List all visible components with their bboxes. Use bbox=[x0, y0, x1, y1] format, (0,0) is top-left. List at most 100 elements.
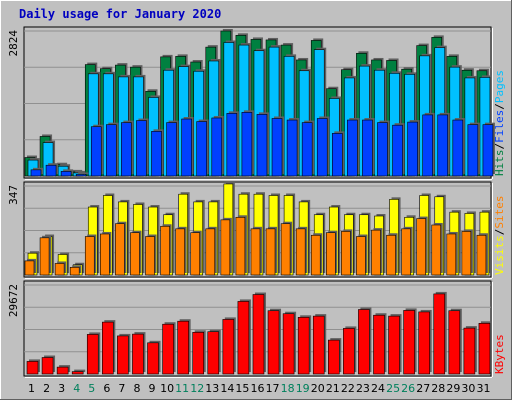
bar-kbytes-31-face bbox=[478, 323, 491, 375]
y-max-label: 347 bbox=[7, 185, 20, 205]
bar-kbytes-11-face bbox=[177, 320, 189, 375]
bar-kbytes-16-face bbox=[252, 294, 265, 375]
bar-sites-21 bbox=[325, 230, 338, 276]
x-tick-17: 17 bbox=[266, 382, 280, 395]
bar-kbytes-25 bbox=[388, 314, 402, 375]
bar-kbytes-21-face bbox=[327, 339, 340, 375]
panel-visits-sites: 347 Visits/Sites bbox=[7, 181, 506, 279]
bar-pages-2 bbox=[45, 163, 59, 177]
x-tick-15: 15 bbox=[235, 382, 249, 395]
bar-pages-19-face bbox=[301, 122, 313, 177]
x-tick-16: 16 bbox=[251, 382, 265, 395]
bar-pages-31 bbox=[482, 122, 495, 177]
bar-kbytes-18 bbox=[282, 311, 297, 375]
bar-kbytes-13-face bbox=[207, 331, 220, 375]
bar-pages-11 bbox=[181, 117, 194, 177]
bar-pages-7 bbox=[121, 120, 134, 177]
bar-pages-12-face bbox=[196, 121, 208, 177]
bar-sites-25 bbox=[386, 233, 398, 276]
bar-sites-20-face bbox=[310, 234, 321, 276]
x-tick-22: 22 bbox=[341, 382, 355, 395]
bar-kbytes-15 bbox=[237, 299, 251, 375]
bar-sites-26 bbox=[401, 226, 413, 276]
bar-kbytes-29-face bbox=[448, 310, 461, 375]
bar-sites-3 bbox=[54, 261, 67, 276]
bar-pages-18-face bbox=[286, 119, 298, 177]
bar-sites-24-face bbox=[371, 229, 381, 276]
bar-kbytes-31 bbox=[478, 321, 492, 375]
x-tick-24: 24 bbox=[371, 382, 385, 395]
bar-kbytes-10-face bbox=[162, 323, 174, 375]
x-axis-labels: 1 2 3 4 5 6 7 8 9 10 11 12 13 14 15 16 17 18 19 20 21 22 23 24 2… bbox=[28, 382, 490, 395]
x-tick-21: 21 bbox=[326, 382, 340, 395]
bar-pages-4-face bbox=[75, 174, 87, 177]
bar-sites-27-face bbox=[416, 218, 426, 276]
x-tick-28: 28 bbox=[431, 382, 445, 395]
bar-sites-6 bbox=[100, 231, 112, 276]
bar-kbytes-25-face bbox=[388, 315, 400, 375]
bar-pages-10-face bbox=[166, 122, 177, 177]
bar-kbytes-24 bbox=[373, 313, 387, 375]
bar-sites-29-face bbox=[446, 233, 457, 276]
bar-pages-6 bbox=[106, 122, 119, 177]
bar-kbytes-24-face bbox=[373, 314, 385, 375]
bar-pages-27 bbox=[422, 112, 435, 177]
bar-pages-24 bbox=[377, 120, 390, 177]
bar-pages-1-face bbox=[30, 169, 42, 177]
x-tick-6: 6 bbox=[103, 382, 110, 395]
bar-sites-12 bbox=[190, 230, 202, 276]
bar-pages-18 bbox=[286, 118, 300, 177]
bar-kbytes-6 bbox=[102, 320, 116, 375]
bar-pages-12 bbox=[196, 119, 209, 177]
bar-kbytes-26 bbox=[403, 308, 417, 375]
panel-kbytes: 29672 KBytes bbox=[7, 280, 506, 378]
bar-kbytes-22 bbox=[343, 326, 357, 375]
bar-pages-22 bbox=[347, 118, 360, 177]
x-tick-30: 30 bbox=[461, 382, 475, 395]
bar-kbytes-6-face bbox=[102, 321, 114, 375]
bar-sites-8 bbox=[130, 230, 142, 276]
bar-pages-20-face bbox=[316, 118, 328, 177]
bar-sites-13 bbox=[205, 226, 217, 276]
bar-sites-23-face bbox=[356, 236, 366, 276]
bar-sites-24 bbox=[371, 228, 383, 276]
legend-item-2: Files bbox=[493, 110, 506, 143]
bar-pages-15-face bbox=[241, 112, 253, 177]
bar-sites-29 bbox=[446, 231, 458, 276]
bar-kbytes-4 bbox=[71, 369, 86, 375]
bar-kbytes-17-face bbox=[267, 310, 280, 375]
x-tick-2: 2 bbox=[43, 382, 50, 395]
bar-pages-21 bbox=[331, 131, 345, 177]
bar-pages-23 bbox=[362, 118, 375, 177]
bar-pages-30 bbox=[467, 122, 480, 177]
x-tick-25: 25 bbox=[386, 382, 400, 395]
bar-pages-16 bbox=[256, 112, 269, 177]
bar-sites-9 bbox=[145, 234, 157, 276]
bar-kbytes-7 bbox=[117, 333, 131, 375]
bar-kbytes-26-face bbox=[403, 310, 415, 375]
bar-sites-2 bbox=[39, 235, 52, 276]
x-tick-27: 27 bbox=[416, 382, 430, 395]
bar-pages-25-face bbox=[392, 124, 403, 177]
bar-kbytes-9 bbox=[147, 340, 161, 375]
bar-sites-14 bbox=[220, 217, 232, 276]
bar-sites-7 bbox=[115, 221, 127, 276]
bar-sites-11 bbox=[175, 226, 187, 276]
bar-pages-29 bbox=[452, 118, 465, 177]
x-tick-5: 5 bbox=[88, 382, 95, 395]
bar-pages-13-face bbox=[211, 117, 223, 177]
bar-sites-18 bbox=[280, 221, 293, 276]
legend-item-2: Sites bbox=[493, 196, 506, 229]
bar-sites-11-face bbox=[175, 228, 185, 276]
bar-sites-21-face bbox=[325, 232, 336, 276]
bar-sites-17 bbox=[265, 226, 278, 276]
bar-sites-15 bbox=[235, 215, 247, 276]
chart-panels: 2824Hits/Files/Pages347Visits/Sites29672… bbox=[7, 26, 506, 378]
bar-pages-15 bbox=[241, 110, 254, 177]
legend-item-0: Hits bbox=[493, 150, 506, 177]
x-tick-9: 9 bbox=[149, 382, 156, 395]
bar-kbytes-12 bbox=[192, 330, 206, 375]
bar-kbytes-9-face bbox=[147, 342, 159, 375]
legend-item-3: / bbox=[493, 103, 506, 110]
legend-item-1: / bbox=[493, 229, 506, 236]
